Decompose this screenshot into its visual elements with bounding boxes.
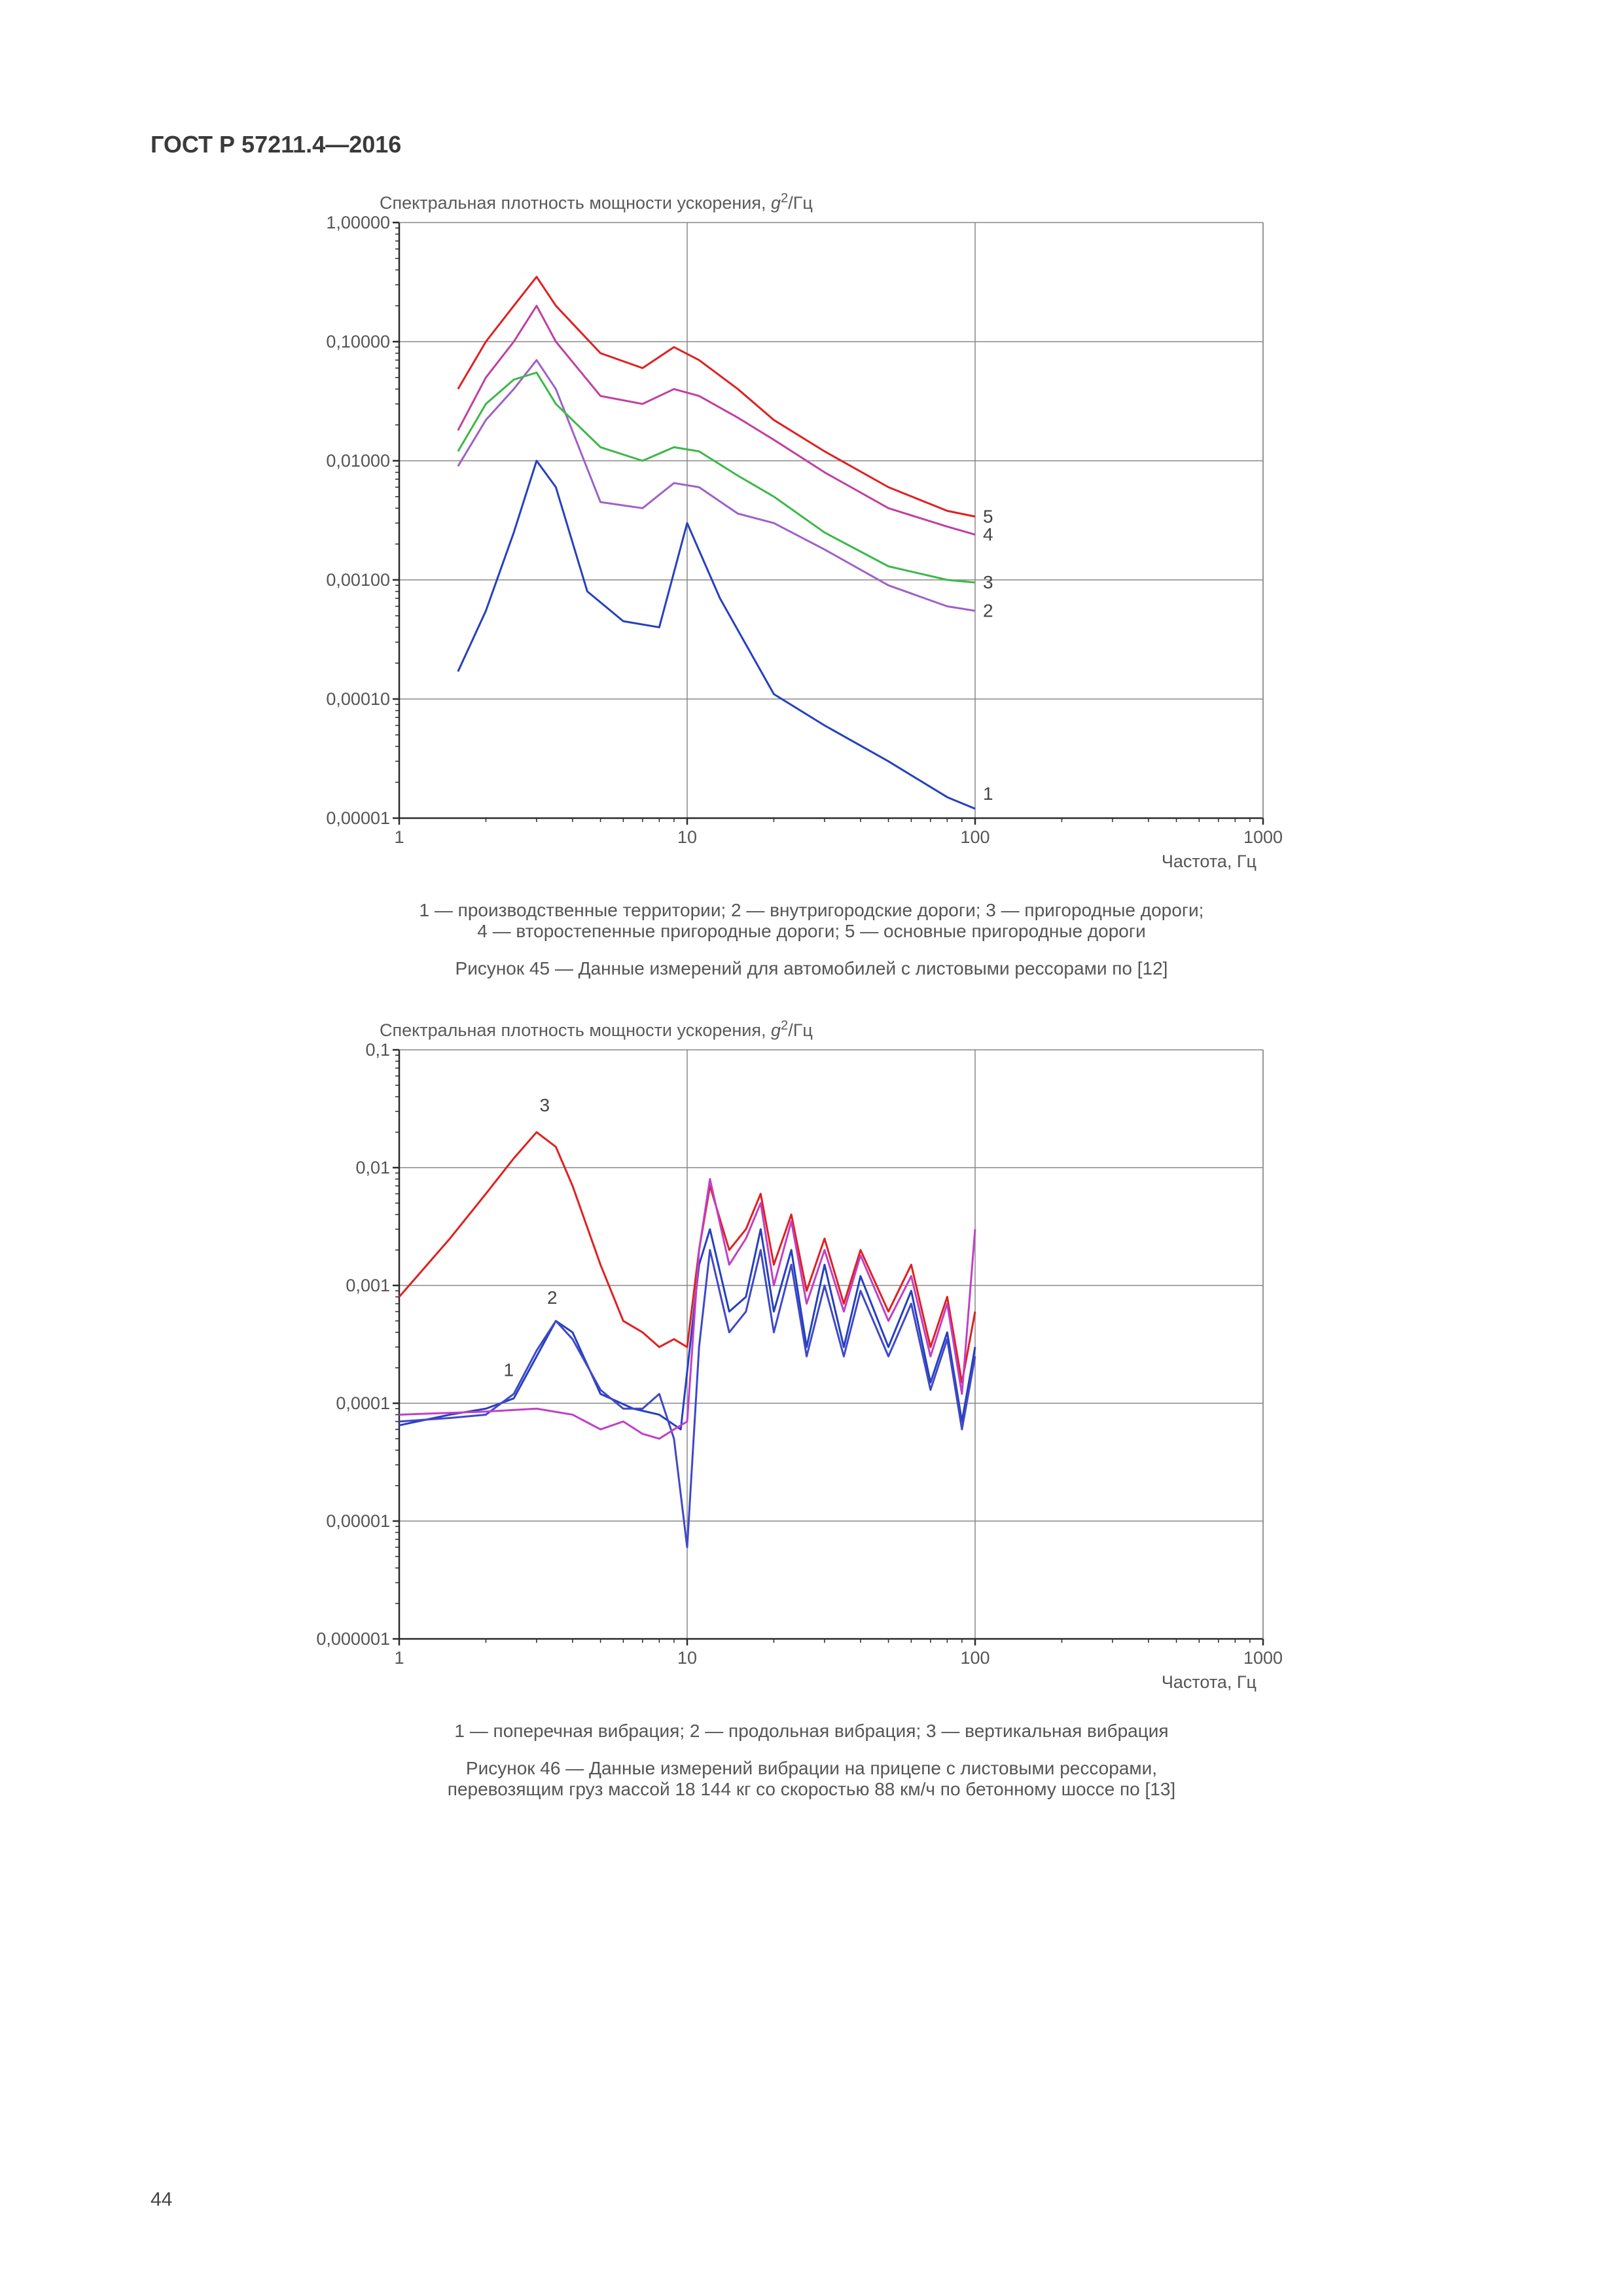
svg-text:2: 2 bbox=[547, 1287, 558, 1308]
figure-45: Спектральная плотность мощности ускорени… bbox=[288, 191, 1472, 880]
svg-text:3: 3 bbox=[539, 1095, 550, 1115]
svg-text:10: 10 bbox=[677, 827, 697, 847]
svg-text:1000: 1000 bbox=[1243, 827, 1283, 847]
svg-text:1: 1 bbox=[394, 1648, 404, 1668]
page-number: 44 bbox=[151, 2189, 172, 2211]
svg-text:0,0001: 0,0001 bbox=[336, 1393, 390, 1413]
chart2-legend: 1 — поперечная вибрация; 2 — продольная … bbox=[321, 1721, 1302, 1742]
svg-text:0,000001: 0,000001 bbox=[316, 1629, 390, 1649]
page: ГОСТ Р 57211.4—2016 Спектральная плотнос… bbox=[0, 0, 1623, 2296]
chart2-plot: 0,10,010,0010,00010,000010,0000011101001… bbox=[288, 1043, 1472, 1701]
svg-text:3: 3 bbox=[983, 572, 993, 592]
svg-text:0,10000: 0,10000 bbox=[326, 332, 390, 351]
chart1-caption: Рисунок 45 — Данные измерений для автомо… bbox=[288, 958, 1335, 979]
svg-text:1000: 1000 bbox=[1243, 1648, 1283, 1668]
svg-text:10: 10 bbox=[677, 1648, 697, 1668]
svg-text:1: 1 bbox=[504, 1360, 514, 1380]
svg-text:Частота, Гц: Частота, Гц bbox=[1162, 852, 1257, 871]
chart1-plot: 1,00000 0,10000 0,01000 0,00100 0,00010 0,000… bbox=[288, 216, 1472, 880]
svg-text:0,1: 0,1 bbox=[365, 1043, 390, 1060]
chart2-y-title: Спектральная плотность мощности ускорени… bbox=[380, 1018, 1472, 1041]
svg-text:1: 1 bbox=[394, 827, 404, 847]
svg-text:0,00010: 0,00010 bbox=[326, 689, 390, 709]
chart1-y-title: Спектральная плотность мощности ускорени… bbox=[380, 191, 1472, 213]
svg-text:1: 1 bbox=[983, 783, 993, 804]
svg-text:1,00000: 1,00000 bbox=[326, 216, 390, 232]
figure-46: Спектральная плотность мощности ускорени… bbox=[288, 1018, 1472, 1701]
svg-text:0,00001: 0,00001 bbox=[326, 808, 390, 828]
svg-text:0,00100: 0,00100 bbox=[326, 570, 390, 590]
svg-text:100: 100 bbox=[960, 827, 990, 847]
chart1-legend: 1 — производственные территории; 2 — вну… bbox=[321, 900, 1302, 942]
svg-text:0,01000: 0,01000 bbox=[326, 451, 390, 471]
svg-text:0,00001: 0,00001 bbox=[326, 1511, 390, 1531]
svg-text:0,01: 0,01 bbox=[355, 1158, 390, 1177]
svg-text:Частота, Гц: Частота, Гц bbox=[1162, 1672, 1257, 1692]
svg-text:2: 2 bbox=[983, 600, 993, 620]
svg-text:100: 100 bbox=[960, 1648, 990, 1668]
svg-text:4: 4 bbox=[983, 524, 993, 545]
chart2-caption: Рисунок 46 — Данные измерений вибрации н… bbox=[288, 1758, 1335, 1800]
svg-text:5: 5 bbox=[983, 506, 993, 526]
svg-text:0,001: 0,001 bbox=[346, 1276, 390, 1295]
doc-header: ГОСТ Р 57211.4—2016 bbox=[151, 131, 1472, 158]
